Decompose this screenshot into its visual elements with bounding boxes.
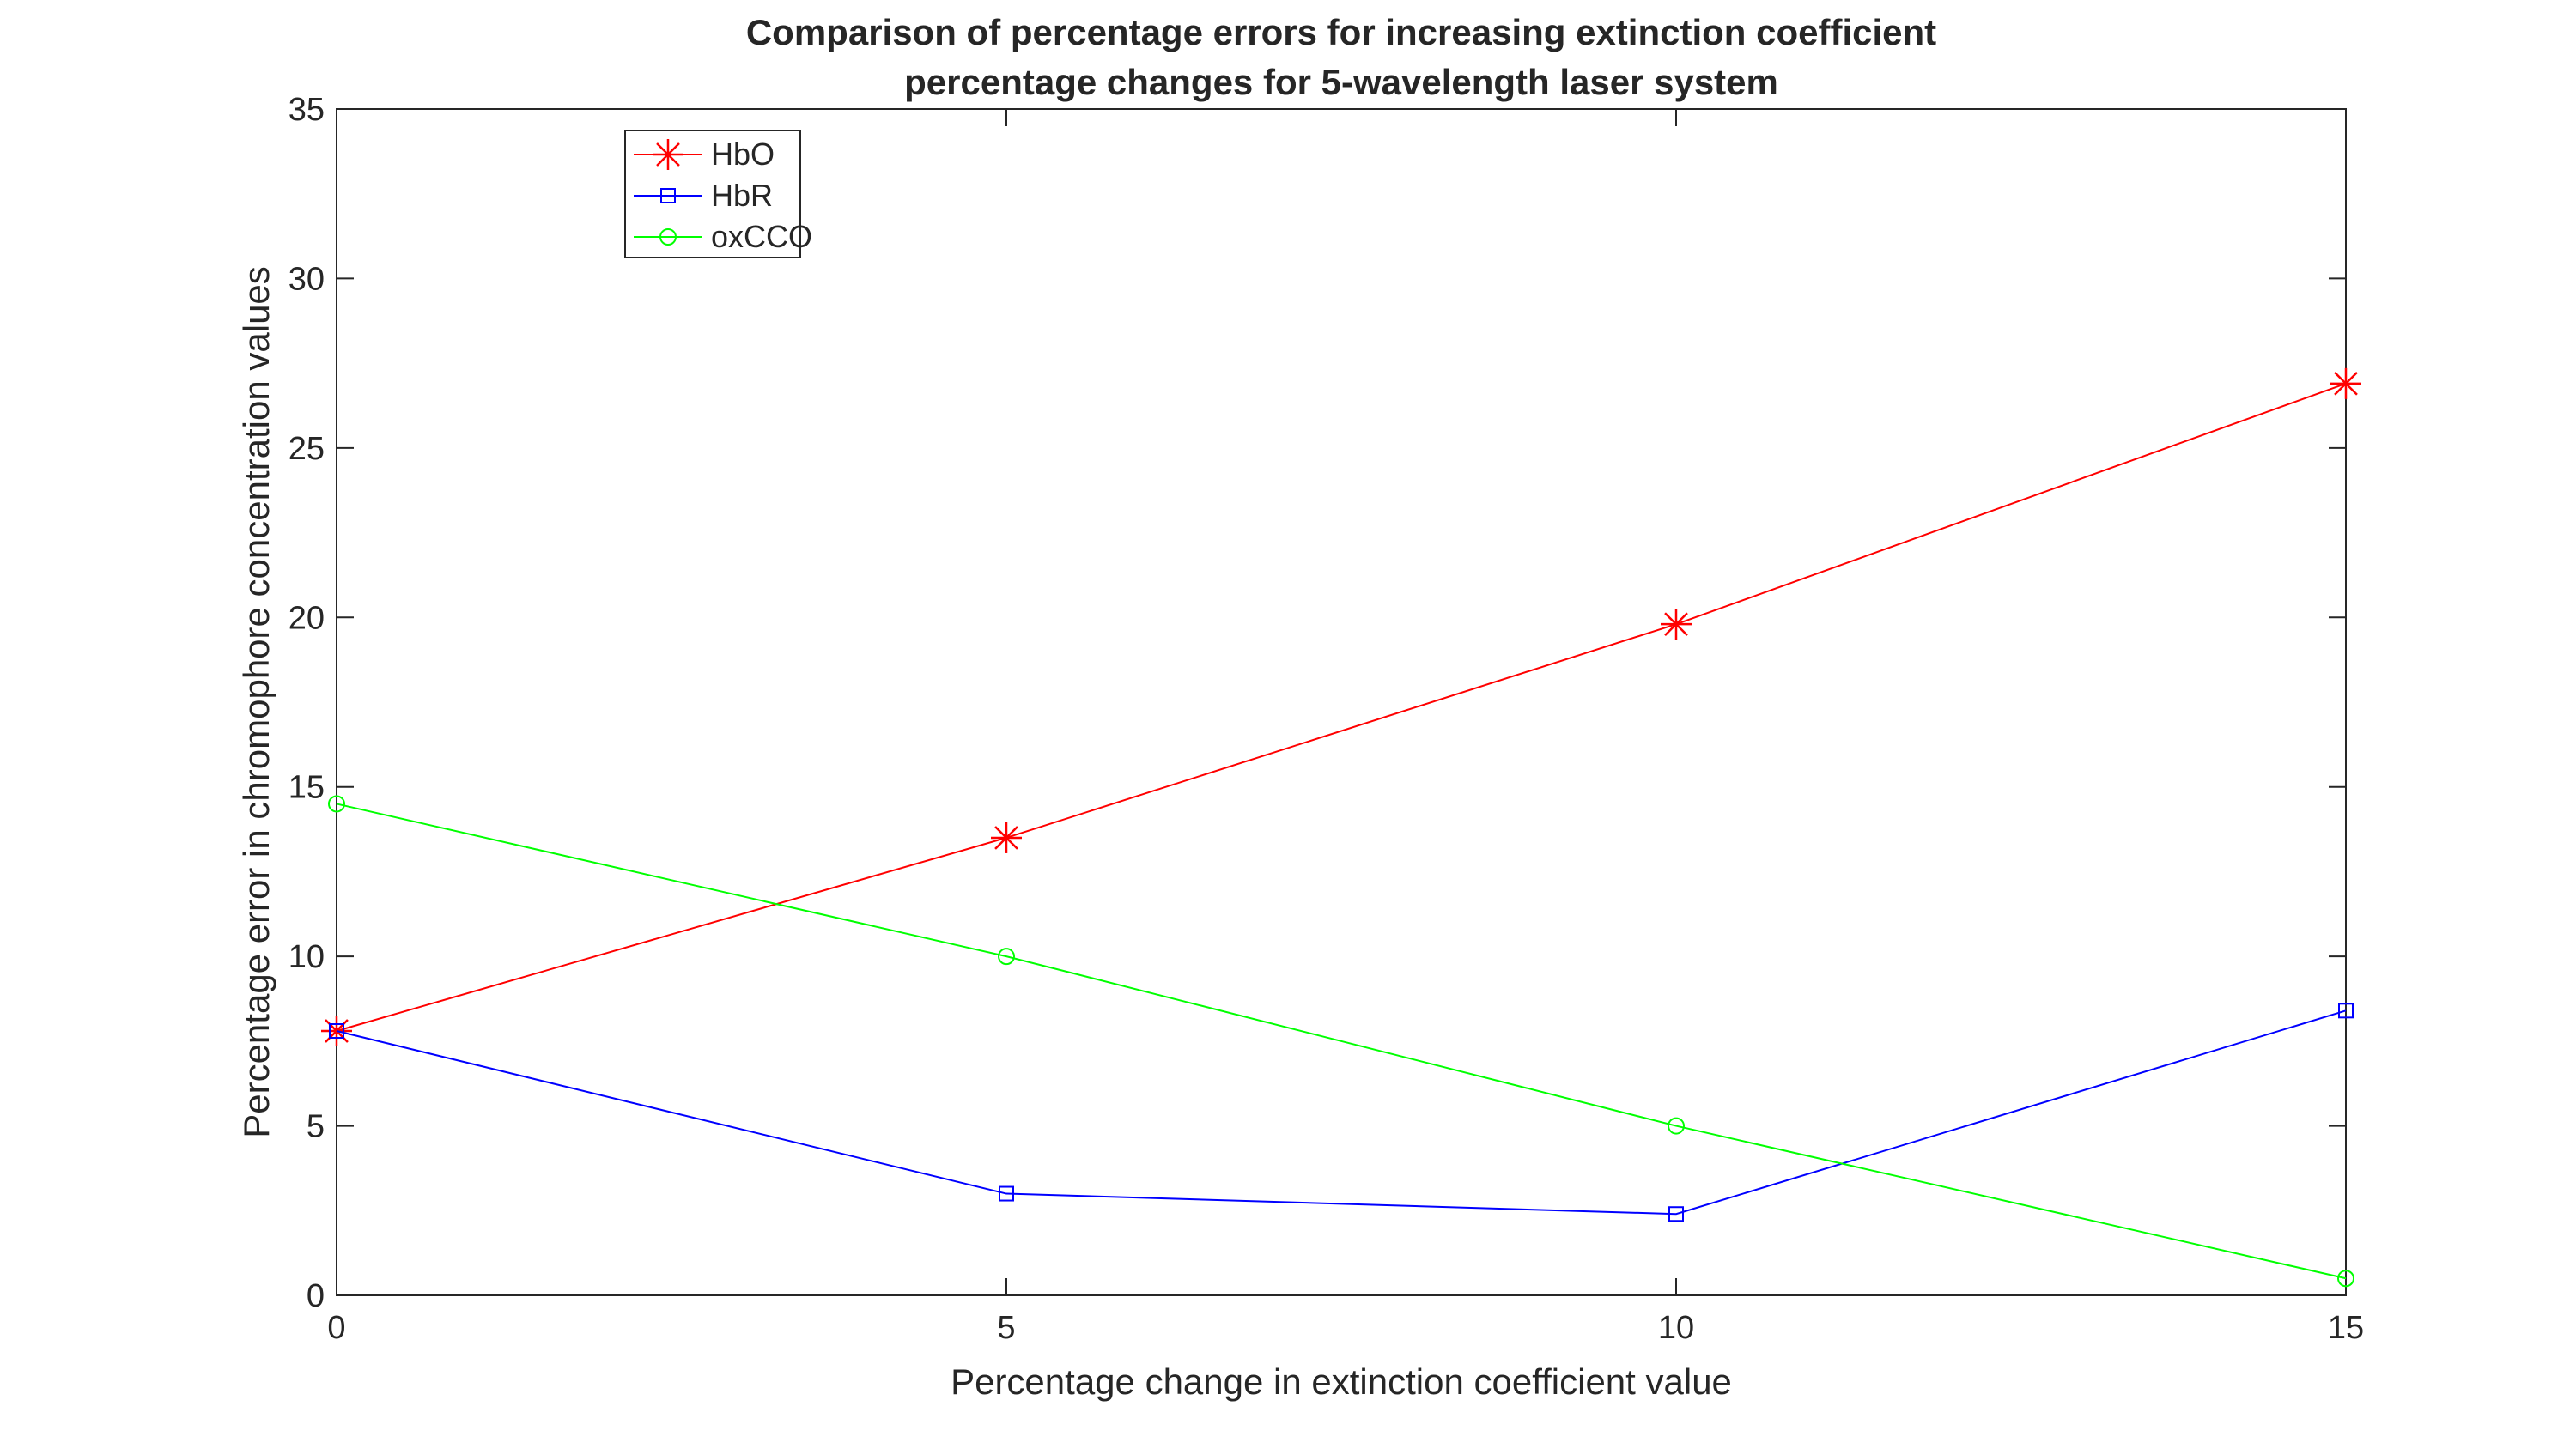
series-line-hbr: [336, 1009, 2347, 1216]
x-tick-label: 5: [997, 1310, 1015, 1346]
series-layer: [321, 367, 2361, 1288]
data-point-hbo: [991, 822, 1022, 853]
series-hbr: [329, 1003, 2354, 1222]
y-tick-label: 0: [307, 1278, 325, 1314]
chart-title: Comparison of percentage errors for incr…: [746, 12, 1936, 102]
y-tick-label: 30: [289, 261, 325, 297]
legend-label: oxCCO: [711, 219, 812, 254]
chart-title-line-2: percentage changes for 5-wavelength lase…: [904, 62, 1778, 102]
data-point-hbr: [2338, 1003, 2354, 1019]
x-axis-label: Percentage change in extinction coeffici…: [951, 1361, 1732, 1402]
x-axis: 0 5 10 15: [327, 109, 2364, 1346]
y-tick-label: 25: [289, 431, 325, 467]
series-line-oxcco: [336, 803, 2347, 1280]
legend-item-hbr: HbR: [634, 178, 773, 213]
chart-title-line-1: Comparison of percentage errors for incr…: [746, 12, 1936, 52]
data-point-hbo: [2330, 367, 2361, 399]
y-tick-label: 10: [289, 939, 325, 975]
legend-marker: [660, 188, 676, 203]
legend-label: HbO: [711, 136, 775, 172]
legend: HbO HbR oxCCO: [624, 130, 812, 258]
data-point-hbr: [999, 1185, 1014, 1202]
data-point-hbr: [1668, 1206, 1684, 1222]
plot-area: [336, 108, 2347, 1296]
data-point-oxcco: [2337, 1270, 2354, 1288]
legend-items: HbO HbR oxCCO: [634, 136, 812, 254]
legend-item-oxcco: oxCCO: [634, 219, 812, 254]
data-point-oxcco: [998, 948, 1015, 966]
data-point-hbo: [1661, 609, 1692, 640]
legend-marker: [659, 228, 677, 246]
data-point-hbr: [329, 1023, 344, 1040]
series-oxcco: [328, 795, 2354, 1288]
legend-item-hbo: HbO: [634, 136, 775, 172]
data-point-oxcco: [328, 795, 345, 813]
legend-label: HbR: [711, 178, 773, 213]
y-axis: 0 5 10 15 20 25 30 35: [289, 92, 2346, 1314]
x-tick-label: 10: [1658, 1310, 1694, 1346]
y-axis-label: Percentage error in chromophore concentr…: [236, 266, 276, 1138]
x-tick-label: 15: [2328, 1310, 2364, 1346]
y-tick-label: 35: [289, 92, 325, 128]
x-tick-label: 0: [327, 1310, 345, 1346]
y-tick-label: 20: [289, 600, 325, 636]
y-tick-label: 15: [289, 770, 325, 806]
series-line-hbo: [336, 382, 2347, 1032]
data-point-oxcco: [1668, 1117, 1685, 1135]
y-tick-label: 5: [307, 1109, 325, 1145]
legend-marker: [653, 139, 683, 170]
